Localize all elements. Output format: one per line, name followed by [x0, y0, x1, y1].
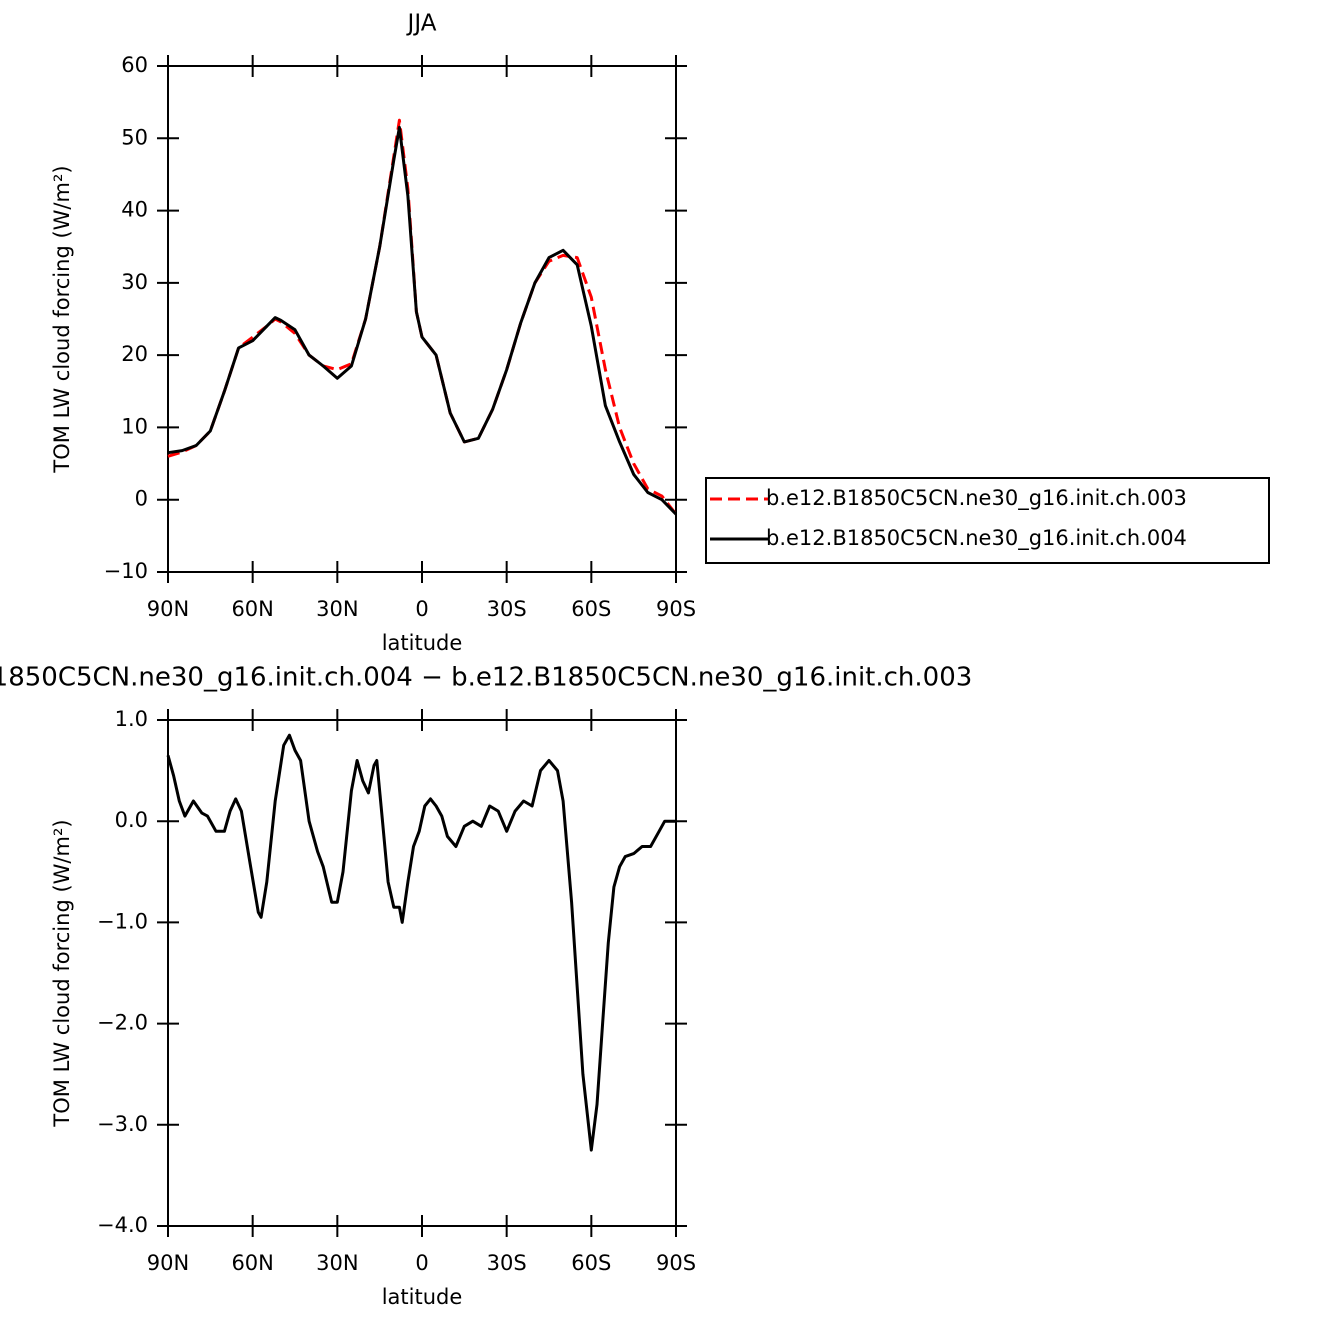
y-tick-label: 10 [121, 414, 148, 438]
x-tick-label: 60N [231, 597, 273, 621]
x-tick-label: 60S [571, 597, 611, 621]
y-tick-label: −1.0 [97, 909, 148, 933]
x-tick-label: 90N [147, 1251, 189, 1275]
x-axis-label: latitude [382, 1285, 463, 1309]
y-tick-label: 50 [121, 125, 148, 149]
data-line [167, 125, 678, 516]
legend-label: b.e12.B1850C5CN.ne30_g16.init.ch.004 [766, 526, 1187, 551]
x-tick-label: 90N [147, 597, 189, 621]
y-axis-label: TOM LW cloud forcing (W/m²) [50, 165, 74, 473]
y-tick-label: 60 [121, 53, 148, 77]
y-tick-label: 30 [121, 270, 148, 294]
chart-title: b.e12.B1850C5CN.ne30_g16.init.ch.004 − b… [0, 663, 972, 693]
y-tick-label: 40 [121, 198, 148, 222]
legend-label: b.e12.B1850C5CN.ne30_g16.init.ch.003 [766, 486, 1187, 511]
x-tick-label: 30S [487, 1251, 527, 1275]
plot-frame [167, 65, 677, 573]
x-tick-label: 90S [656, 1251, 696, 1275]
chart-title: JJA [406, 11, 437, 37]
x-axis-label: latitude [382, 631, 463, 655]
x-tick-label: 30N [316, 597, 358, 621]
y-tick-label: −10 [104, 559, 148, 583]
data-line [167, 118, 678, 516]
y-tick-label: 20 [121, 342, 148, 366]
y-tick-label: 0.0 [115, 808, 148, 832]
y-axis-label: TOM LW cloud forcing (W/m²) [50, 819, 74, 1127]
legend-box [705, 477, 1270, 564]
x-tick-label: 60S [571, 1251, 611, 1275]
plot-frame [167, 719, 677, 1227]
x-tick-label: 60N [231, 1251, 273, 1275]
y-tick-label: −2.0 [97, 1011, 148, 1035]
y-tick-label: −4.0 [97, 1213, 148, 1237]
data-line [166, 733, 676, 1152]
x-tick-label: 0 [415, 597, 428, 621]
y-tick-label: 0 [135, 487, 148, 511]
x-tick-label: 0 [415, 1251, 428, 1275]
x-tick-label: 30S [487, 597, 527, 621]
x-tick-label: 90S [656, 597, 696, 621]
y-tick-label: −3.0 [97, 1112, 148, 1136]
x-tick-label: 30N [316, 1251, 358, 1275]
y-tick-label: 1.0 [115, 707, 148, 731]
